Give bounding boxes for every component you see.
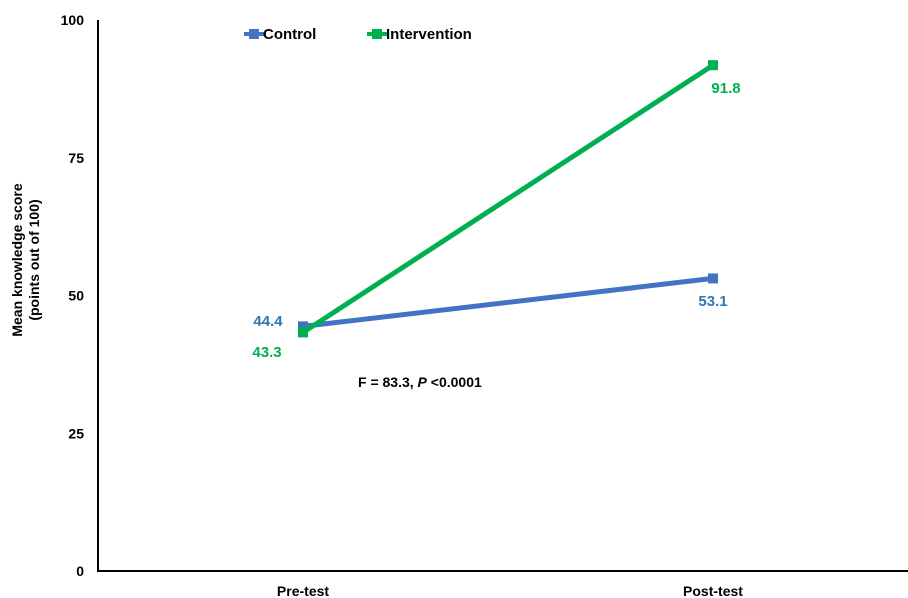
intervention-data-label: 43.3: [252, 344, 281, 361]
intervention-point: [708, 60, 718, 71]
y-axis-title-line-1: Mean knowledge score: [9, 183, 25, 336]
intervention-legend-marker: [372, 29, 382, 39]
legend: Control Intervention: [244, 26, 472, 43]
y-tick-label: 0: [76, 563, 84, 579]
intervention-legend-label: Intervention: [386, 26, 472, 43]
annotation-prefix: F = 83.3,: [358, 374, 418, 390]
control-legend-marker: [249, 29, 259, 39]
y-tick-label: 100: [61, 12, 85, 28]
intervention-point: [298, 327, 308, 338]
axes: [97, 20, 908, 572]
x-ticks: Pre-test Post-test: [277, 583, 743, 598]
y-tick-label: 75: [68, 150, 84, 166]
annotation-p: P: [418, 374, 428, 390]
control-point: [708, 273, 718, 284]
series-layer: 44.4 53.1 43.3 91.8: [252, 60, 741, 361]
y-ticks: 0 25 50 75 100: [61, 12, 85, 579]
control-point: [298, 321, 308, 332]
intervention-data-label: 91.8: [711, 80, 740, 97]
y-tick-label: 25: [68, 425, 84, 441]
y-axis-title-line-2: (points out of 100): [26, 199, 42, 320]
control-data-label: 53.1: [698, 293, 727, 310]
control-legend-label: Control: [263, 26, 316, 43]
intervention-series-line: [301, 63, 715, 335]
annotation-suffix: <0.0001: [427, 374, 482, 390]
control-data-label: 44.4: [253, 313, 283, 330]
x-tick-label: Pre-test: [277, 583, 329, 598]
control-series-line: [302, 275, 714, 329]
y-tick-label: 50: [68, 288, 84, 304]
x-tick-label: Post-test: [683, 583, 743, 598]
y-axis-title: Mean knowledge score (points out of 100): [9, 183, 42, 336]
f-statistic-annotation: F = 83.3, P <0.0001: [358, 374, 482, 390]
